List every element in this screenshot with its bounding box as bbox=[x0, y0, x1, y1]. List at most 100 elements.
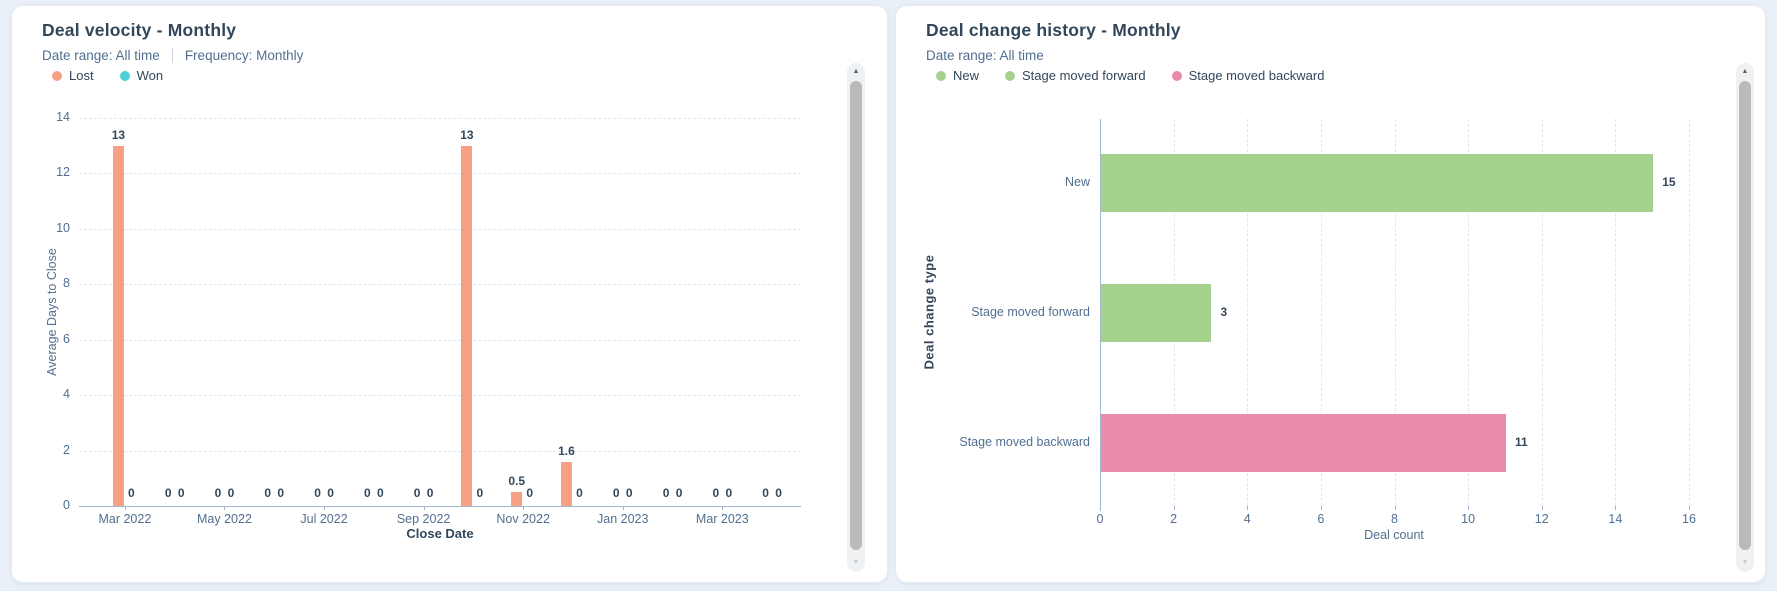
x-tick-label: Jul 2022 bbox=[300, 512, 348, 526]
bar-lost-oct-2022[interactable] bbox=[461, 145, 473, 506]
bar-value-label: 0 bbox=[376, 486, 384, 500]
bar-value-label: 0 bbox=[775, 486, 782, 500]
x-tick-label: Jan 2023 bbox=[597, 512, 649, 526]
legend: Lost Won bbox=[52, 68, 163, 83]
bar-lost-dec-2022[interactable] bbox=[560, 461, 572, 506]
y-tick-label: 14 bbox=[56, 110, 70, 124]
legend-item-label: Stage moved backward bbox=[1188, 68, 1325, 83]
bar-value-label: 0 bbox=[576, 486, 583, 500]
bar-value-label: 0 bbox=[476, 486, 484, 500]
x-tick-label: Sep 2022 bbox=[396, 512, 451, 526]
y-tick-label: 6 bbox=[63, 331, 70, 346]
legend-item-label: Stage moved forward bbox=[1022, 68, 1146, 83]
bar-value-label: 0 bbox=[712, 486, 720, 500]
bar-stage-moved-forward[interactable] bbox=[1101, 284, 1212, 342]
x-axis-tick bbox=[224, 506, 226, 510]
bar-value-label: 15 bbox=[1662, 175, 1676, 189]
gridline bbox=[1689, 119, 1690, 506]
frequency-label: Frequency: Monthly bbox=[184, 48, 304, 63]
bar-value-label: 3 bbox=[1220, 305, 1228, 319]
legend-item-stage-moved-backward[interactable]: Stage moved backward bbox=[1171, 68, 1325, 83]
vertical-scrollbar[interactable]: ▲ ▼ bbox=[847, 63, 865, 572]
legend-item-stage-moved-forward[interactable]: Stage moved forward bbox=[1005, 68, 1146, 83]
x-axis-title: Deal count bbox=[1364, 528, 1424, 542]
won-series-dot-icon bbox=[119, 70, 130, 81]
y-tick-label: 4 bbox=[63, 387, 70, 402]
bar-value-label: 0 bbox=[177, 486, 185, 500]
x-axis-title: Close Date bbox=[406, 526, 474, 541]
bar-value-label: 0 bbox=[612, 486, 620, 500]
y-axis-title: Deal change type bbox=[921, 254, 937, 370]
x-tick-label: Mar 2023 bbox=[695, 512, 749, 526]
bar-value-label: 0 bbox=[277, 486, 285, 500]
gridline bbox=[1468, 119, 1470, 506]
category-label: Stage moved forward bbox=[971, 305, 1090, 319]
x-axis-tick bbox=[1541, 506, 1543, 510]
legend-item-new[interactable]: New bbox=[936, 68, 979, 83]
x-tick-label: 14 bbox=[1608, 512, 1623, 526]
lost-series-dot-icon bbox=[52, 70, 62, 81]
scroll-down-icon[interactable]: ▼ bbox=[1741, 559, 1749, 566]
scroll-up-icon[interactable]: ▲ bbox=[852, 68, 860, 75]
x-tick-label: May 2022 bbox=[197, 512, 252, 526]
y-tick-label: 12 bbox=[56, 165, 70, 180]
y-tick-label: 2 bbox=[63, 442, 70, 457]
bar-lost-mar-2022[interactable] bbox=[112, 145, 124, 506]
scrollbar-thumb[interactable] bbox=[1739, 81, 1751, 550]
scroll-down-icon[interactable]: ▼ bbox=[852, 559, 860, 566]
bar-value-label: 0 bbox=[314, 486, 321, 500]
x-tick-label: 0 bbox=[1096, 512, 1104, 526]
gridline bbox=[1541, 119, 1543, 506]
x-tick-label: Mar 2022 bbox=[98, 512, 152, 526]
bar-value-label: 0 bbox=[725, 486, 733, 500]
date-range-label: Date range: All time bbox=[926, 48, 1044, 63]
page-title: Deal velocity - Monthly bbox=[42, 20, 237, 40]
scroll-up-icon[interactable]: ▲ bbox=[1741, 68, 1749, 75]
report-meta: Date range: All time bbox=[926, 48, 1044, 63]
gridline bbox=[79, 173, 801, 175]
scrollbar-thumb[interactable] bbox=[850, 81, 862, 550]
bar-new[interactable] bbox=[1101, 154, 1654, 212]
bar-value-label: 0 bbox=[214, 486, 222, 500]
gridline bbox=[1615, 119, 1617, 506]
deal-change-history-panel: Deal change history - Monthly Date range… bbox=[895, 5, 1766, 583]
bar-lost-nov-2022[interactable] bbox=[511, 492, 523, 506]
y-axis-line bbox=[1100, 119, 1101, 511]
legend-item-won[interactable]: Won bbox=[119, 68, 164, 83]
y-axis-title: Average Days to Close bbox=[45, 248, 59, 376]
gridline bbox=[79, 284, 801, 286]
bar-value-label: 0.5 bbox=[508, 474, 526, 489]
deal-velocity-panel: Deal velocity - Monthly Date range: All … bbox=[11, 5, 888, 583]
bar-stage-moved-backward[interactable] bbox=[1101, 414, 1506, 472]
stage-forward-dot-icon bbox=[1005, 70, 1016, 81]
bar-value-label: 11 bbox=[1514, 435, 1528, 449]
x-axis-tick bbox=[423, 506, 425, 510]
legend: New Stage moved forward Stage moved back… bbox=[936, 68, 1324, 83]
x-axis-tick bbox=[1247, 506, 1249, 510]
category-label: New bbox=[1064, 175, 1090, 189]
x-tick-label: 8 bbox=[1391, 512, 1398, 526]
legend-item-label: Lost bbox=[69, 68, 94, 83]
bar-value-label: 0 bbox=[164, 486, 172, 500]
gridline bbox=[1394, 119, 1396, 506]
x-axis-tick bbox=[1689, 506, 1690, 510]
bar-value-label: 13 bbox=[460, 127, 474, 142]
vertical-scrollbar[interactable]: ▲ ▼ bbox=[1736, 63, 1754, 572]
category-label: Stage moved backward bbox=[959, 435, 1090, 449]
x-axis-tick bbox=[1173, 506, 1175, 510]
date-range-label: Date range: All time bbox=[42, 48, 160, 63]
x-tick-label: 2 bbox=[1170, 512, 1178, 526]
x-tick-label: 12 bbox=[1534, 512, 1549, 526]
gridline bbox=[79, 395, 801, 397]
legend-item-label: Won bbox=[136, 68, 164, 83]
legend-item-lost[interactable]: Lost bbox=[52, 68, 94, 83]
bar-value-label: 0 bbox=[526, 486, 534, 500]
bar-value-label: 1.6 bbox=[558, 443, 575, 458]
deal-change-history-chart: 0 2 4 6 8 10 12 14 16 New 15 Stage moved forward 3 St… bbox=[896, 6, 1765, 582]
gridline bbox=[1247, 119, 1249, 506]
report-meta: Date range: All time Frequency: Monthly bbox=[42, 48, 303, 63]
y-tick-label: 10 bbox=[56, 220, 70, 235]
bar-value-label: 0 bbox=[675, 486, 683, 500]
bar-value-label: 0 bbox=[327, 486, 334, 500]
